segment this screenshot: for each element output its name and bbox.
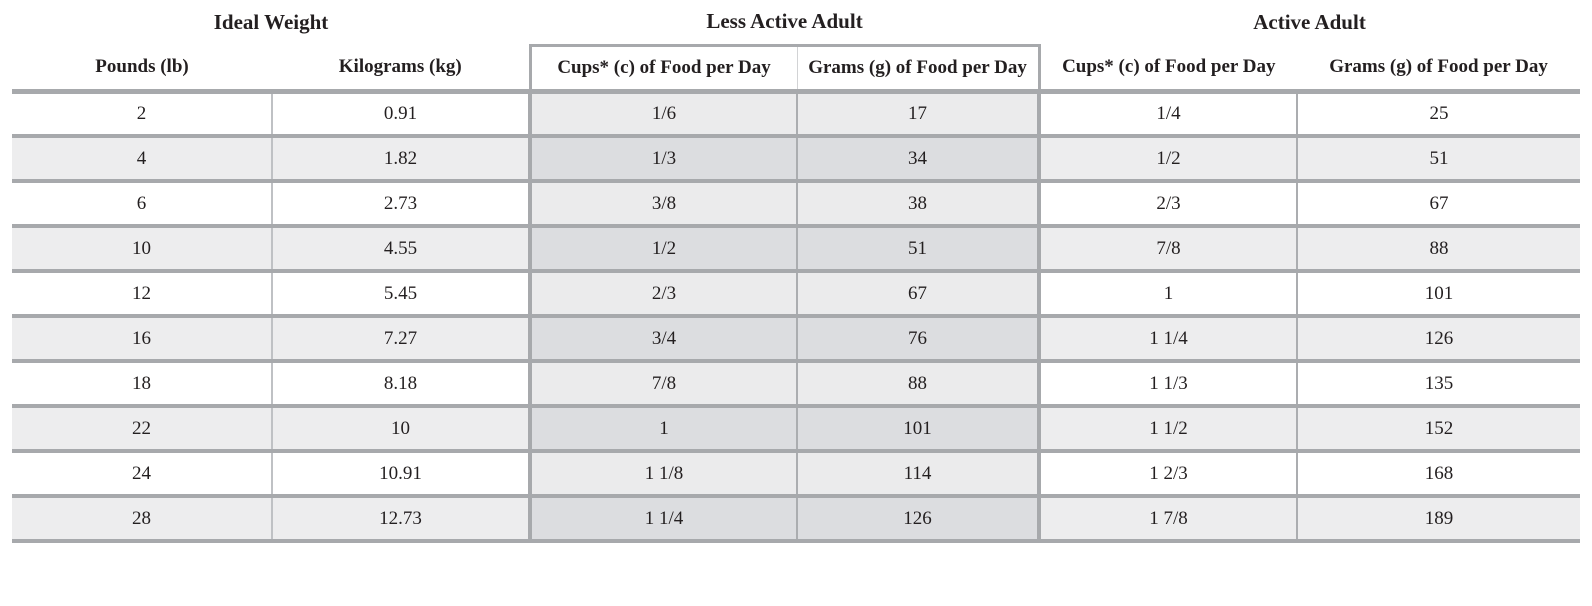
table-cell: 3/8 — [530, 179, 799, 226]
table-cell: 5.45 — [272, 269, 533, 316]
table-cell: 17 — [797, 89, 1042, 136]
table-cell: 2/3 — [1039, 179, 1299, 226]
table-cell: 4.55 — [272, 224, 533, 271]
table-row: 16 7.27 3/4 76 1 1/4 126 — [12, 314, 1581, 361]
table-cell: 1/3 — [530, 134, 799, 181]
table-cell: 51 — [1297, 134, 1581, 181]
table-cell: 0.91 — [272, 89, 533, 136]
table-cell: 7/8 — [530, 359, 799, 406]
column-header-kilograms: Kilograms (kg) — [272, 45, 531, 94]
table-cell: 38 — [797, 179, 1042, 226]
table-cell: 10 — [12, 224, 273, 271]
table-row: 22 10 1 101 1 1/2 152 — [12, 404, 1581, 451]
table-cell: 1 1/3 — [1039, 359, 1299, 406]
column-header-less-active-cups: Cups* (c) of Food per Day — [528, 43, 798, 94]
table-cell: 88 — [797, 359, 1042, 406]
table-cell: 7/8 — [1039, 224, 1299, 271]
column-header-row: Pounds (lb) Kilograms (kg) Cups* (c) of … — [12, 43, 1581, 94]
table-cell: 1 1/8 — [530, 449, 799, 496]
table-cell: 67 — [1297, 179, 1581, 226]
table-cell: 1 2/3 — [1039, 449, 1299, 496]
table-row: 28 12.73 1 1/4 126 1 7/8 189 — [12, 494, 1581, 543]
table-row: 12 5.45 2/3 67 1 101 — [12, 269, 1581, 316]
table-cell: 1 — [1039, 269, 1299, 316]
table-cell: 101 — [797, 404, 1042, 451]
table-cell: 2 — [12, 89, 273, 136]
table-row: 10 4.55 1/2 51 7/8 88 — [12, 224, 1581, 271]
table-cell: 101 — [1297, 269, 1581, 316]
table-cell: 126 — [797, 494, 1042, 543]
table-cell: 114 — [797, 449, 1042, 496]
table-row: 2 0.91 1/6 17 1/4 25 — [12, 89, 1581, 136]
table-cell: 1 1/2 — [1039, 404, 1299, 451]
table-cell: 88 — [1297, 224, 1581, 271]
column-header-less-active-grams: Grams (g) of Food per Day — [797, 43, 1041, 94]
table-cell: 1.82 — [272, 134, 533, 181]
dog-feeding-table: Ideal Weight Less Active Adult Active Ad… — [12, 0, 1581, 543]
table-cell: 1/2 — [530, 224, 799, 271]
group-title-ideal-weight: Ideal Weight — [12, 0, 531, 45]
table-cell: 6 — [12, 179, 273, 226]
table-cell: 3/4 — [530, 314, 799, 361]
table-cell: 1/2 — [1039, 134, 1299, 181]
table-cell: 16 — [12, 314, 273, 361]
table-cell: 8.18 — [272, 359, 533, 406]
table-body: 2 0.91 1/6 17 1/4 25 4 1.82 1/3 34 1/2 51 6 2.73 3/8 38… — [12, 89, 1581, 543]
table-row: 18 8.18 7/8 88 1 1/3 135 — [12, 359, 1581, 406]
table-cell: 1 1/4 — [530, 494, 799, 543]
table-row: 4 1.82 1/3 34 1/2 51 — [12, 134, 1581, 181]
table-row: 24 10.91 1 1/8 114 1 2/3 168 — [12, 449, 1581, 496]
table-cell: 1 1/4 — [1039, 314, 1299, 361]
table-cell: 126 — [1297, 314, 1581, 361]
table-cell: 1 — [530, 404, 799, 451]
table-cell: 152 — [1297, 404, 1581, 451]
table-cell: 67 — [797, 269, 1042, 316]
table-cell: 22 — [12, 404, 273, 451]
column-header-active-grams: Grams (g) of Food per Day — [1297, 45, 1581, 94]
table-cell: 24 — [12, 449, 273, 496]
column-header-pounds: Pounds (lb) — [12, 45, 272, 94]
table-row: 6 2.73 3/8 38 2/3 67 — [12, 179, 1581, 226]
table-cell: 18 — [12, 359, 273, 406]
table-cell: 10 — [272, 404, 533, 451]
table-cell: 168 — [1297, 449, 1581, 496]
group-header-row: Ideal Weight Less Active Adult Active Ad… — [12, 0, 1581, 45]
table-cell: 12.73 — [272, 494, 533, 543]
table-cell: 7.27 — [272, 314, 533, 361]
table-cell: 10.91 — [272, 449, 533, 496]
table-cell: 2.73 — [272, 179, 533, 226]
table-cell: 12 — [12, 269, 273, 316]
table-cell: 4 — [12, 134, 273, 181]
table-cell: 1/4 — [1039, 89, 1299, 136]
group-title-less-active-adult: Less Active Adult — [530, 0, 1040, 45]
table-cell: 1 7/8 — [1039, 494, 1299, 543]
table-cell: 189 — [1297, 494, 1581, 543]
table-cell: 34 — [797, 134, 1042, 181]
column-header-active-cups: Cups* (c) of Food per Day — [1037, 45, 1298, 94]
table-cell: 51 — [797, 224, 1042, 271]
table-cell: 1/6 — [530, 89, 799, 136]
group-title-active-adult: Active Adult — [1039, 0, 1581, 45]
table-cell: 135 — [1297, 359, 1581, 406]
table-cell: 2/3 — [530, 269, 799, 316]
table-cell: 25 — [1297, 89, 1581, 136]
table-cell: 28 — [12, 494, 273, 543]
table-cell: 76 — [797, 314, 1042, 361]
